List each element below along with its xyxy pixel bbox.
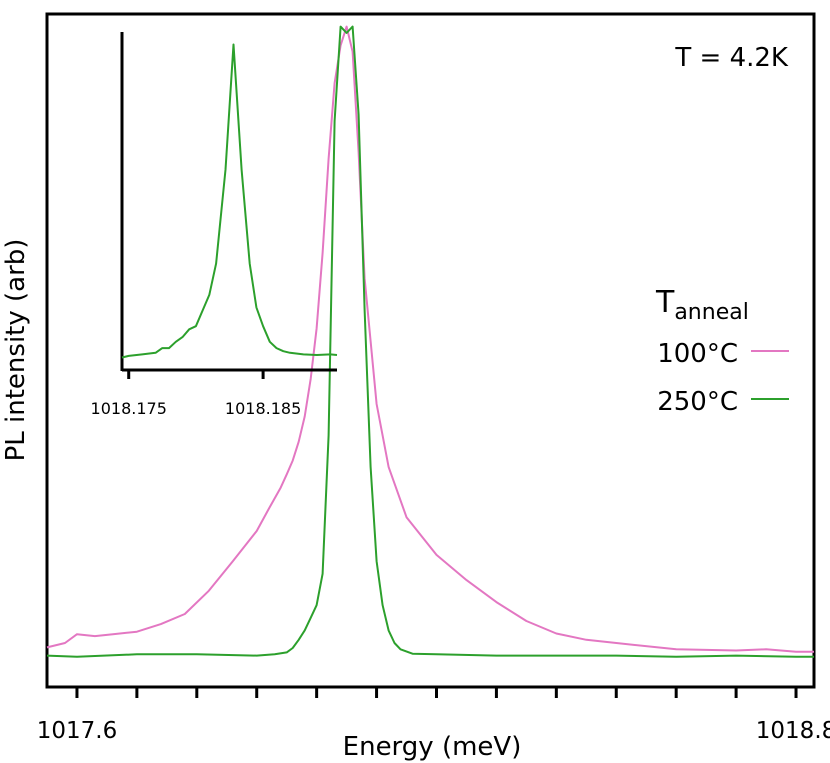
series-line-100c <box>46 25 814 653</box>
inset-x-tick-label: 1018.185 <box>225 399 301 418</box>
main-series-group <box>46 25 814 658</box>
legend-title-main: T <box>655 285 675 320</box>
x-tick-label: 1017.6 <box>37 718 117 744</box>
series-line-250c <box>46 25 814 658</box>
main-x-tick-labels: 1017.6 1018.8 <box>37 718 830 744</box>
legend-title: Tanneal <box>655 285 749 325</box>
legend-label-100c: 100°C <box>657 339 738 369</box>
main-x-ticks <box>75 687 798 698</box>
inset-series-group <box>121 43 338 359</box>
inset-x-ticks <box>127 370 265 379</box>
y-axis-label: PL intensity (arb) <box>1 239 31 462</box>
inset-series-line <box>121 43 338 359</box>
legend-title-subscript: anneal <box>674 300 749 325</box>
main-plot-frame <box>45 12 816 689</box>
temperature-annotation: T = 4.2K <box>674 43 789 73</box>
legend-label-250c: 250°C <box>657 387 738 417</box>
inset-x-tick-labels: 1018.175 1018.185 <box>91 399 302 418</box>
x-tick-label: 1018.8 <box>756 718 830 744</box>
x-axis-label: Energy (meV) <box>343 732 522 762</box>
legend: Tanneal 100°C 250°C <box>655 285 789 417</box>
inset-x-tick-label: 1018.175 <box>91 399 167 418</box>
inset-chart: 1018.175 1018.185 <box>91 32 338 418</box>
